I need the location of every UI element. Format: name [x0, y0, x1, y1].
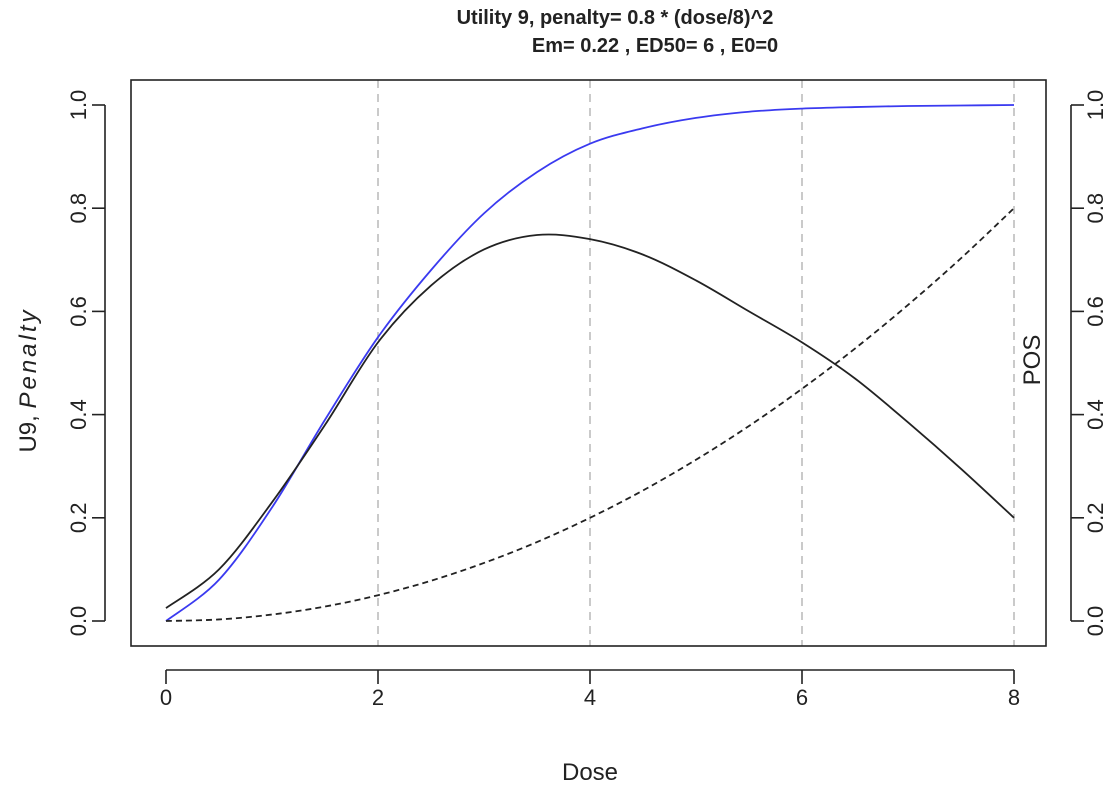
plot-frame [130, 79, 1047, 647]
y-tick-label-left: 0.2 [66, 503, 91, 534]
series-utility-line [165, 233, 1015, 609]
y-tick-label-left: 0.0 [66, 606, 91, 637]
y-axis-title-left: U9, Penalty [15, 307, 42, 452]
series-layer [165, 104, 1015, 622]
x-tick-label: 8 [1008, 685, 1020, 710]
axes-layer: 0 2 4 6 8 0.0 0.2 0.4 0.6 0.8 1.0 0.0 0.2 0.4 0.6 0.8 1.… [66, 90, 1108, 710]
y-tick-label-left: 0.8 [66, 193, 91, 224]
y-tick-label-right: 0.2 [1083, 503, 1108, 534]
x-axis-title: Dose [562, 759, 618, 786]
x-tick-label: 4 [584, 685, 596, 710]
chart-title-line1: Utility 9, penalty= 0.8 * (dose/8)^2 [457, 7, 774, 29]
grid-layer [377, 80, 1015, 646]
y-tick-label-left: 1.0 [66, 90, 91, 121]
series-penalty-line [165, 207, 1015, 622]
y-axis-title-italic: Penalty [15, 307, 42, 408]
x-tick-label: 0 [160, 685, 172, 710]
y-tick-label-right: 1.0 [1083, 90, 1108, 121]
chart-title-line2: Em= 0.22 , ED50= 6 , E0=0 [532, 35, 778, 57]
x-tick-label: 2 [372, 685, 384, 710]
y-axis-title-right: POS [1019, 335, 1046, 386]
y-tick-label-right: 0.4 [1083, 399, 1108, 430]
x-tick-label: 6 [796, 685, 808, 710]
y-tick-label-left: 0.6 [66, 296, 91, 327]
y-tick-label-right: 0.8 [1083, 193, 1108, 224]
y-axis-title-prefix: U9, [15, 409, 42, 453]
y-tick-label-right: 0.6 [1083, 296, 1108, 327]
y-tick-label-right: 0.0 [1083, 606, 1108, 637]
y-tick-label-left: 0.4 [66, 399, 91, 430]
